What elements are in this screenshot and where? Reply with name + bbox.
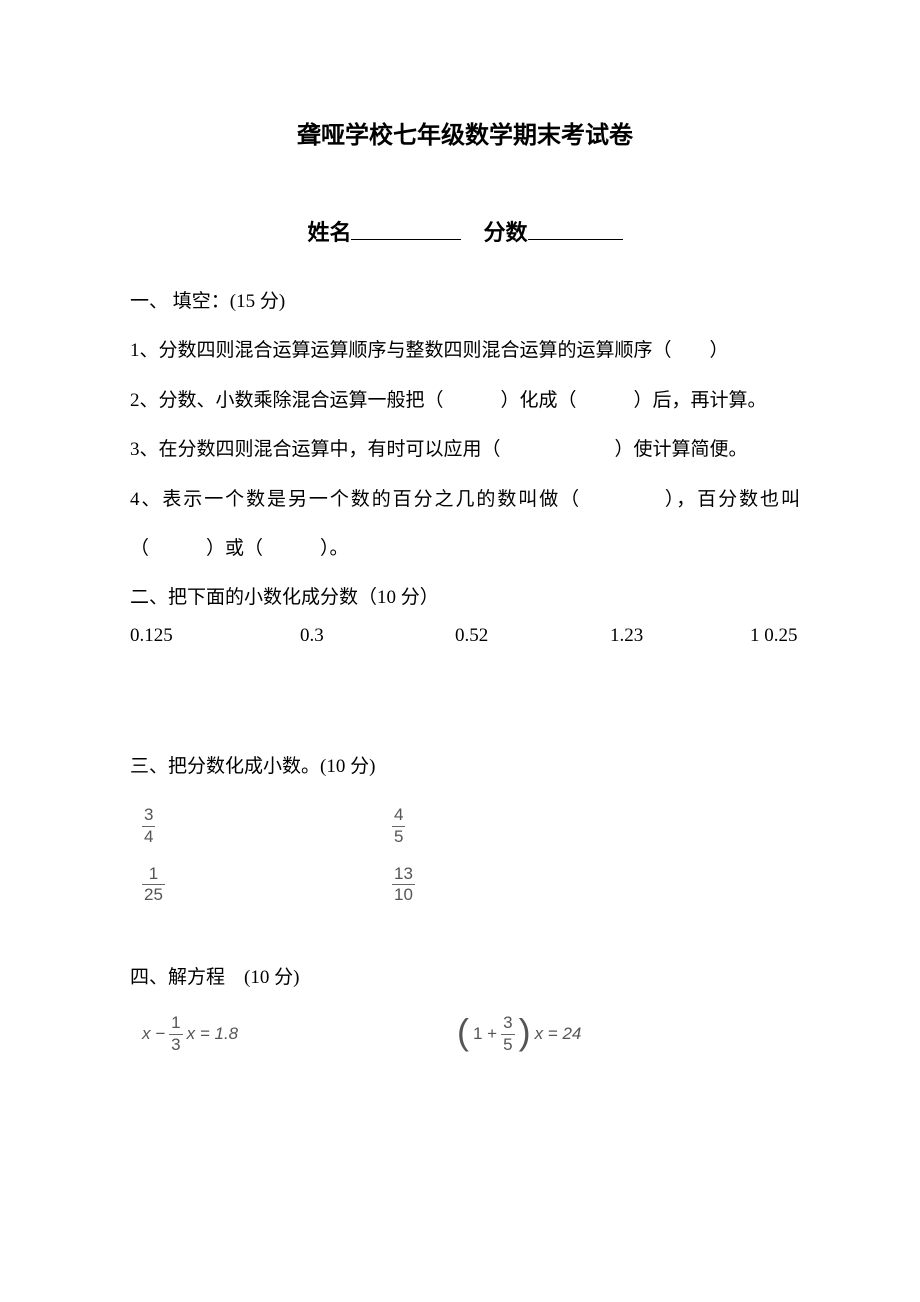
fraction-4: 1310 bbox=[392, 865, 642, 905]
fraction-grid: 34 45 125 1310 bbox=[130, 806, 800, 905]
name-score-line: 姓名 分数 bbox=[130, 215, 800, 247]
frac-num: 4 bbox=[392, 806, 405, 826]
frac-num: 1 bbox=[142, 865, 165, 885]
decimals-row: 0.125 0.3 0.52 1.23 1 0.25 bbox=[130, 625, 800, 647]
frac-den: 5 bbox=[501, 1034, 514, 1055]
section-2-heading: 二、把下面的小数化成分数（10 分） bbox=[130, 573, 800, 622]
equation-2: ( 1 + 35 ) x = 24 bbox=[457, 1014, 581, 1054]
question-1-1: 1、分数四则混合运算运算顺序与整数四则混合运算的运算顺序（ ） bbox=[130, 326, 800, 375]
question-1-4: 4、表示一个数是另一个数的百分之几的数叫做（ ），百分数也叫（ ）或（ ）。 bbox=[130, 475, 800, 574]
frac-den: 3 bbox=[169, 1034, 182, 1055]
score-blank[interactable] bbox=[528, 239, 623, 240]
name-label: 姓名 bbox=[307, 220, 351, 245]
name-blank[interactable] bbox=[351, 239, 461, 240]
frac-num: 3 bbox=[142, 806, 155, 826]
decimal-5: 1 0.25 bbox=[750, 625, 798, 647]
exam-title: 聋哑学校七年级数学期末考试卷 bbox=[130, 115, 800, 150]
equation-1: x − 13 x = 1.8 bbox=[142, 1014, 457, 1054]
decimal-1: 0.125 bbox=[130, 625, 300, 647]
fraction-3: 125 bbox=[142, 865, 392, 905]
score-label: 分数 bbox=[484, 220, 528, 245]
section-1-heading: 一、 填空：(15 分) bbox=[130, 277, 800, 326]
eq-text: x = 1.8 bbox=[187, 1024, 239, 1044]
frac-num: 3 bbox=[501, 1014, 514, 1034]
question-1-2: 2、分数、小数乘除混合运算一般把（ ）化成（ ）后，再计算。 bbox=[130, 376, 800, 425]
fraction-1: 34 bbox=[142, 806, 392, 846]
frac-num: 13 bbox=[392, 865, 415, 885]
eq-text: 1 + bbox=[473, 1024, 497, 1044]
frac-num: 1 bbox=[169, 1014, 182, 1034]
frac-den: 25 bbox=[142, 884, 165, 905]
decimal-2: 0.3 bbox=[300, 625, 455, 647]
section-1: 一、 填空：(15 分) 1、分数四则混合运算运算顺序与整数四则混合运算的运算顺… bbox=[130, 277, 800, 573]
question-1-3: 3、在分数四则混合运算中，有时可以应用（ ）使计算简便。 bbox=[130, 425, 800, 474]
frac-den: 10 bbox=[392, 884, 415, 905]
eq-text: x − bbox=[142, 1024, 165, 1044]
decimal-3: 0.52 bbox=[455, 625, 610, 647]
equation-row: x − 13 x = 1.8 ( 1 + 35 ) x = 24 bbox=[130, 1014, 800, 1054]
frac-den: 4 bbox=[142, 826, 155, 847]
decimal-4: 1.23 bbox=[610, 625, 750, 647]
section-4-heading: 四、解方程 (10 分) bbox=[130, 953, 800, 1002]
eq-text: x = 24 bbox=[535, 1024, 582, 1044]
section-3-heading: 三、把分数化成小数。(10 分) bbox=[130, 742, 800, 791]
frac-den: 5 bbox=[392, 826, 405, 847]
fraction-2: 45 bbox=[392, 806, 642, 846]
